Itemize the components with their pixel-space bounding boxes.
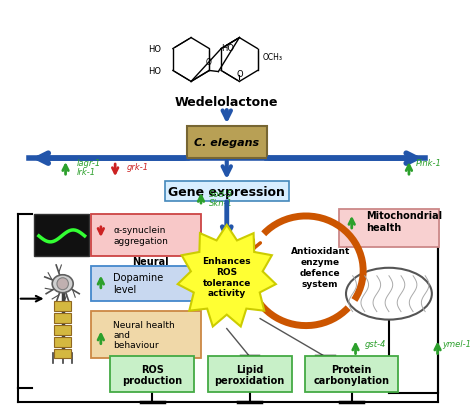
Text: Wedelolactone: Wedelolactone bbox=[175, 96, 279, 108]
Text: ROS
production: ROS production bbox=[122, 364, 182, 385]
FancyBboxPatch shape bbox=[54, 301, 71, 311]
Text: Mitochondrial
health: Mitochondrial health bbox=[366, 211, 442, 232]
Text: Pink-1: Pink-1 bbox=[416, 159, 441, 168]
Text: HO: HO bbox=[148, 45, 162, 54]
Text: lagr-1: lagr-1 bbox=[77, 159, 101, 168]
Text: Neural health
and
behaviour: Neural health and behaviour bbox=[113, 320, 175, 350]
Text: Gene expression: Gene expression bbox=[168, 185, 285, 198]
FancyBboxPatch shape bbox=[110, 357, 194, 392]
FancyBboxPatch shape bbox=[91, 311, 201, 359]
FancyBboxPatch shape bbox=[91, 214, 201, 256]
FancyBboxPatch shape bbox=[305, 357, 399, 392]
FancyBboxPatch shape bbox=[91, 266, 201, 301]
Text: Antioxidant
enzyme
defence
system: Antioxidant enzyme defence system bbox=[291, 246, 350, 288]
Text: Dopamine
level: Dopamine level bbox=[113, 272, 164, 294]
Text: lrk-1: lrk-1 bbox=[77, 168, 96, 177]
Text: ymel-1: ymel-1 bbox=[442, 339, 471, 348]
Text: HO: HO bbox=[221, 44, 235, 53]
Text: Neural
rejuvenation: Neural rejuvenation bbox=[115, 256, 186, 278]
FancyBboxPatch shape bbox=[34, 214, 90, 256]
Text: OCH₃: OCH₃ bbox=[262, 53, 283, 62]
Circle shape bbox=[57, 278, 68, 290]
FancyBboxPatch shape bbox=[208, 357, 292, 392]
FancyBboxPatch shape bbox=[54, 313, 71, 323]
Text: gst-4: gst-4 bbox=[365, 339, 386, 348]
Text: Protein
carbonylation: Protein carbonylation bbox=[314, 364, 390, 385]
Ellipse shape bbox=[346, 268, 432, 320]
Text: Enhances
ROS
tolerance
activity: Enhances ROS tolerance activity bbox=[202, 256, 251, 298]
FancyBboxPatch shape bbox=[187, 127, 267, 159]
Text: O: O bbox=[236, 70, 243, 79]
Text: HO: HO bbox=[148, 67, 162, 76]
FancyBboxPatch shape bbox=[54, 348, 71, 359]
Text: α-synuclein
aggregation: α-synuclein aggregation bbox=[113, 226, 168, 245]
Ellipse shape bbox=[52, 275, 73, 293]
Text: O: O bbox=[206, 58, 212, 67]
FancyBboxPatch shape bbox=[54, 325, 71, 335]
FancyBboxPatch shape bbox=[54, 337, 71, 347]
Text: Lipid
peroxidation: Lipid peroxidation bbox=[215, 364, 285, 385]
Polygon shape bbox=[178, 225, 276, 327]
FancyBboxPatch shape bbox=[339, 209, 439, 247]
Text: Sod-5: Sod-5 bbox=[209, 189, 233, 198]
Text: C. elegans: C. elegans bbox=[194, 138, 259, 148]
Text: grk-1: grk-1 bbox=[127, 163, 149, 172]
Text: Skn-1: Skn-1 bbox=[209, 198, 233, 207]
